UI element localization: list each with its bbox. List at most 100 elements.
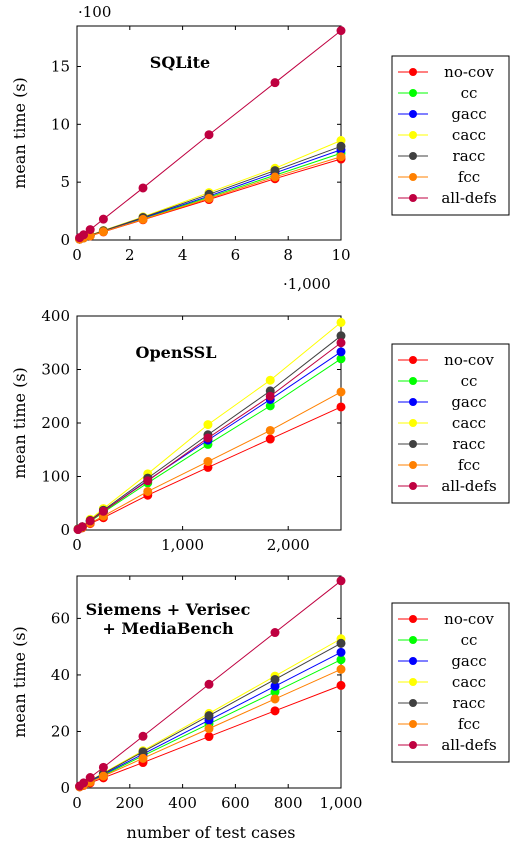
data-point-all-defs (98, 762, 108, 772)
data-point-cacc (265, 375, 275, 385)
y-axis-label: mean time (s) (10, 367, 29, 479)
x-tick-label: 10 (331, 246, 350, 264)
legend-marker-racc (409, 440, 417, 448)
data-point-fcc (98, 227, 108, 237)
y-tick-label: 0 (60, 779, 70, 797)
legend-label-gacc: gacc (451, 652, 486, 670)
data-point-fcc (204, 724, 214, 734)
legend-label-cacc: cacc (452, 126, 486, 144)
legend-label-cc: cc (461, 372, 478, 390)
data-point-all-defs (98, 214, 108, 224)
x-tick-label: 8 (283, 246, 293, 264)
data-point-racc (336, 141, 346, 151)
data-point-fcc (203, 457, 213, 467)
x-tick-label: 600 (221, 794, 250, 812)
data-point-racc (204, 711, 214, 721)
legend-marker-cacc (409, 419, 417, 427)
data-point-fcc (138, 753, 148, 763)
y-tick-label: 15 (51, 57, 70, 75)
legend-marker-racc (409, 699, 417, 707)
x-multiplier: ·1,000 (283, 275, 331, 293)
data-point-gacc (336, 347, 346, 357)
data-point-racc (270, 674, 280, 684)
legend-marker-gacc (409, 110, 417, 118)
y-tick-label: 10 (51, 115, 70, 133)
legend-label-cc: cc (461, 631, 478, 649)
legend-label-fcc: fcc (458, 168, 480, 186)
data-point-all-defs (138, 731, 148, 741)
data-point-all-defs (85, 516, 95, 526)
x-tick-label: 400 (168, 794, 197, 812)
data-point-all-defs (79, 778, 89, 788)
y-multiplier: ·100 (78, 3, 111, 21)
x-tick-label: 200 (115, 794, 144, 812)
data-point-all-defs (85, 225, 95, 235)
legend-label-fcc: fcc (458, 715, 480, 733)
data-point-fcc (270, 694, 280, 704)
legend: no-cov cc gacc cacc racc fcc all-defs (391, 55, 510, 216)
legend-marker-no-cov (409, 615, 417, 623)
x-tick-label: 0 (72, 794, 82, 812)
data-point-cc (336, 655, 346, 665)
legend-label-all-defs: all-defs (441, 189, 496, 207)
plot-frame (76, 25, 342, 241)
y-tick-label: 0 (60, 521, 70, 539)
data-point-no-cov (265, 434, 275, 444)
chart-title: OpenSSL (136, 343, 217, 362)
data-point-fcc (138, 214, 148, 224)
legend-label-all-defs: all-defs (441, 736, 496, 754)
x-tick-label: 1,000 (161, 536, 204, 554)
data-point-all-defs (265, 391, 275, 401)
data-point-no-cov (336, 402, 346, 412)
y-tick-label: 0 (60, 231, 70, 249)
data-point-gacc (336, 647, 346, 657)
data-point-all-defs (336, 26, 346, 36)
y-tick-label: 60 (51, 609, 70, 627)
x-tick-label: 2 (125, 246, 135, 264)
legend-label-cacc: cacc (452, 673, 486, 691)
data-point-all-defs (77, 522, 87, 532)
x-tick-label: 6 (231, 246, 241, 264)
y-tick-label: 40 (51, 666, 70, 684)
chart-title: Siemens + Verisec (86, 600, 251, 619)
data-point-fcc (204, 193, 214, 203)
data-point-fcc (336, 387, 346, 397)
chart-panel-1: 0 2 4 6 8 10 0 5 10 15 mean time (s) ·100 ·1,000 SQLi… (10, 3, 510, 293)
y-tick-label: 200 (41, 414, 70, 432)
y-tick-label: 400 (41, 307, 70, 325)
legend-marker-fcc (409, 720, 417, 728)
legend-marker-fcc (409, 461, 417, 469)
data-point-all-defs (85, 773, 95, 783)
legend: no-cov cc gacc cacc racc fcc all-defs (391, 602, 510, 763)
data-point-no-cov (336, 680, 346, 690)
data-point-fcc (98, 771, 108, 781)
y-tick-label: 100 (41, 468, 70, 486)
legend-marker-all-defs (409, 741, 417, 749)
legend-label-racc: racc (453, 694, 486, 712)
x-tick-label: 4 (178, 246, 188, 264)
chart-panel-2: 0 1,000 2,000 0 100 200 300 400 mean time (s) Ope… (10, 307, 510, 554)
legend-marker-cc (409, 636, 417, 644)
data-point-all-defs (204, 130, 214, 140)
legend-marker-gacc (409, 657, 417, 665)
data-point-cacc (203, 420, 213, 430)
legend-marker-cacc (409, 131, 417, 139)
y-tick-label: 5 (60, 173, 70, 191)
y-tick-label: 20 (51, 722, 70, 740)
legend-marker-cacc (409, 678, 417, 686)
data-point-fcc (336, 152, 346, 162)
y-tick-label: 300 (41, 361, 70, 379)
data-point-all-defs (270, 78, 280, 88)
x-tick-label: 1,000 (320, 794, 363, 812)
data-point-all-defs (143, 476, 153, 486)
data-point-fcc (143, 486, 153, 496)
y-axis-label: mean time (s) (10, 626, 29, 738)
x-tick-label: 0 (72, 536, 82, 554)
data-point-all-defs (336, 338, 346, 348)
chart-title: + MediaBench (102, 619, 234, 638)
data-point-fcc (270, 172, 280, 182)
x-axis-label: number of test cases (127, 823, 296, 842)
legend-label-gacc: gacc (451, 393, 486, 411)
legend-label-all-defs: all-defs (441, 477, 496, 495)
